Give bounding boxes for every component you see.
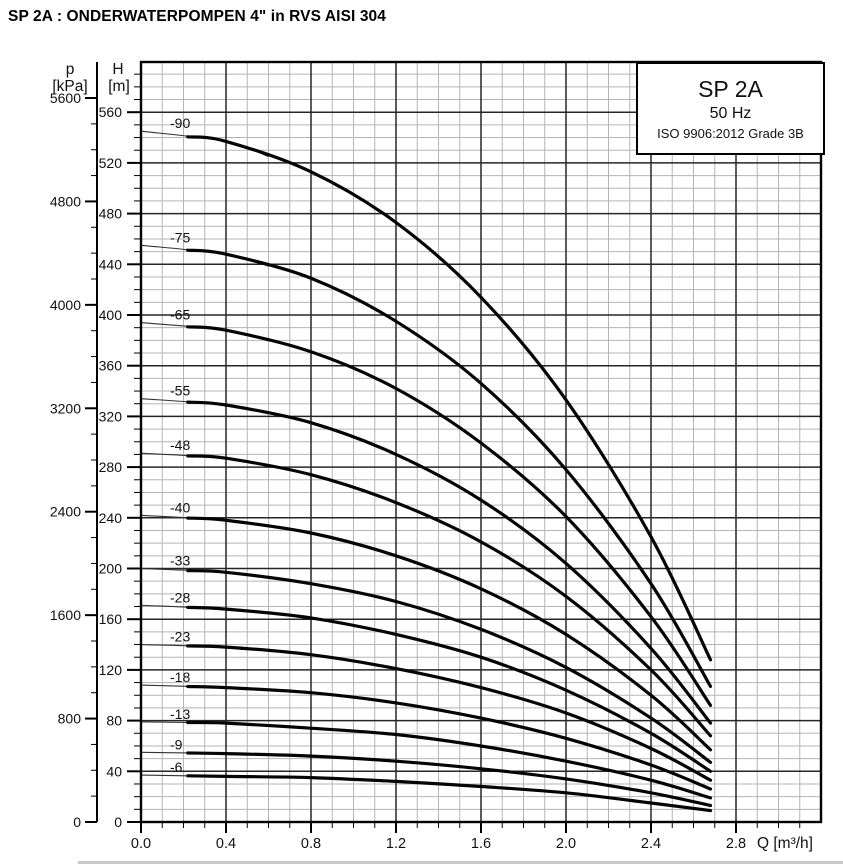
flow-axis-tick-label: 1.2 [386, 836, 406, 852]
pressure-axis-tick-label: 0 [73, 814, 81, 830]
head-axis-tick-label: 0 [114, 814, 122, 830]
pressure-axis-name: p [66, 61, 75, 78]
curve-label: -13 [170, 706, 190, 722]
curve-label: -90 [170, 115, 190, 131]
head-axis-tick-label: 80 [106, 713, 122, 729]
flow-axis-tick-label: 0.8 [301, 836, 321, 852]
curve-label: -40 [170, 499, 190, 515]
head-axis-tick-label: 240 [99, 510, 123, 526]
pressure-axis-tick-label: 800 [58, 711, 82, 727]
curve-label: -9 [170, 736, 183, 752]
legend-frequency: 50 Hz [709, 104, 752, 122]
curve-label: -33 [170, 553, 190, 569]
head-axis-tick-label: 400 [99, 307, 123, 323]
head-axis-tick-label: 120 [99, 662, 123, 678]
curve-label: -75 [170, 229, 190, 245]
pump-curve--75 [186, 248, 713, 688]
flow-axis-unit-label: Q [m³/h] [757, 835, 813, 852]
chart-legend-box: SP 2A 50 Hz ISO 9906:2012 Grade 3B [636, 62, 825, 155]
head-axis-tick-label: 520 [99, 155, 123, 171]
curve-label: -48 [170, 437, 190, 453]
pump-curve--13 [186, 720, 713, 800]
flow-axis-tick-label: 2.8 [726, 836, 746, 852]
pressure-axis-tick-label: 4800 [50, 193, 81, 209]
head-axis-tick-label: 360 [99, 358, 123, 374]
pressure-axis-tick-label: 5600 [50, 90, 81, 106]
pressure-axis-unit: [kPa] [52, 78, 87, 95]
curve-label: -28 [170, 589, 190, 605]
head-axis-name: H [112, 61, 123, 78]
pump-curve--40 [186, 516, 713, 752]
flow-axis-tick-label: 2.0 [556, 836, 576, 852]
pressure-axis-tick-label: 2400 [50, 504, 81, 520]
curve-label: -65 [170, 307, 190, 323]
head-axis-tick-label: 160 [99, 611, 123, 627]
pressure-axis-tick-label: 3200 [50, 400, 81, 416]
curve-label: -18 [170, 669, 190, 685]
pump-curve--65 [186, 325, 713, 707]
head-axis-tick-label: 200 [99, 561, 123, 577]
pump-curve--90 [186, 135, 713, 662]
pump-curve--18 [186, 684, 713, 791]
flow-axis-tick-label: 0.4 [216, 836, 236, 852]
head-axis-tick-label: 440 [99, 256, 123, 272]
flow-axis-tick-label: 2.4 [641, 836, 661, 852]
pump-curve--33 [186, 568, 713, 764]
curve-label: -23 [170, 629, 190, 645]
pressure-axis-tick-label: 1600 [50, 607, 81, 623]
legend-iso-standard: ISO 9906:2012 Grade 3B [657, 125, 804, 141]
pump-curve--48 [186, 454, 713, 738]
flow-axis-tick-label: 1.6 [471, 836, 491, 852]
pump-curve--28 [186, 605, 713, 773]
head-axis-unit: [m] [108, 78, 130, 95]
pump-curve--9 [186, 751, 713, 808]
head-axis-tick-label: 480 [99, 206, 123, 222]
head-axis-tick-label: 320 [99, 408, 123, 424]
pump-curve--6 [186, 774, 713, 813]
pump-curve--55 [186, 400, 713, 725]
page-edge-divider [78, 861, 843, 864]
head-axis-tick-label: 280 [99, 459, 123, 475]
head-axis-tick-label: 560 [99, 104, 123, 120]
curve-label: -55 [170, 383, 190, 399]
head-axis-tick-label: 40 [106, 763, 122, 779]
pressure-axis-tick-label: 4000 [50, 297, 81, 313]
legend-pump-model: SP 2A [698, 76, 763, 103]
pump-curve--23 [186, 644, 713, 782]
page-title: SP 2A : ONDERWATERPOMPEN 4" in RVS AISI … [8, 8, 387, 25]
flow-axis-tick-label: 0.0 [131, 836, 151, 852]
curve-label: -6 [170, 759, 183, 775]
